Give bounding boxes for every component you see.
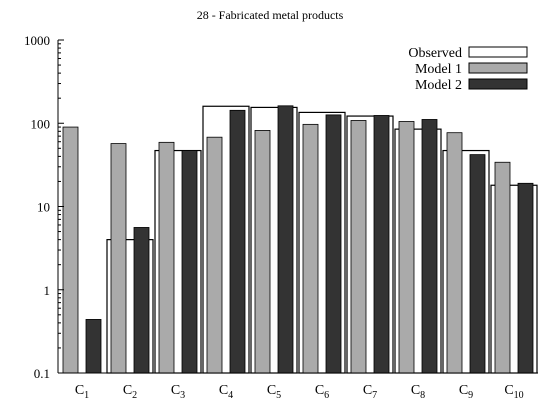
bar-model1-10 — [495, 162, 510, 373]
y-tick-label: 1 — [44, 283, 51, 298]
bar-model2-8 — [422, 119, 437, 373]
bar-model2-9 — [470, 155, 485, 373]
x-tick-label-9: C9 — [459, 383, 473, 401]
bar-model2-7 — [374, 115, 389, 373]
x-tick-label-10: C10 — [504, 383, 523, 401]
bar-model2-6 — [326, 115, 341, 373]
y-tick-label: 0.1 — [34, 366, 50, 381]
x-tick-label-3: C3 — [171, 383, 185, 401]
legend-label-2: Model 1 — [415, 62, 462, 77]
legend-label-3: Model 2 — [415, 78, 462, 93]
x-tick-label-5: C5 — [267, 383, 281, 401]
x-tick-label-6: C6 — [315, 383, 329, 401]
bar-model1-1 — [63, 127, 78, 373]
y-tick-label: 100 — [31, 116, 51, 131]
bar-model1-9 — [447, 133, 462, 373]
bar-model1-7 — [351, 120, 366, 373]
bar-model1-2 — [111, 144, 126, 373]
legend-label-1: Observed — [408, 46, 462, 61]
bar-model1-3 — [159, 142, 174, 373]
bar-model1-4 — [207, 137, 222, 373]
x-tick-label-4: C4 — [219, 383, 233, 401]
y-tick-label: 1000 — [24, 33, 50, 48]
bar-model1-6 — [303, 124, 318, 373]
x-tick-label-8: C8 — [411, 383, 425, 401]
bar-model1-8 — [399, 121, 414, 373]
bar-model2-5 — [278, 106, 293, 373]
bar-model2-1 — [86, 319, 101, 373]
bar-model2-3 — [182, 151, 197, 373]
bar-model1-5 — [255, 130, 270, 373]
x-tick-label-7: C7 — [363, 383, 377, 401]
chart-title: 28 - Fabricated metal products — [197, 8, 344, 22]
x-tick-label-1: C1 — [75, 383, 89, 401]
legend-swatch-2 — [469, 63, 527, 73]
bar-model2-4 — [230, 110, 245, 373]
bar-model2-10 — [518, 183, 533, 373]
legend-swatch-1 — [469, 47, 527, 57]
bar-model2-2 — [134, 227, 149, 373]
y-tick-label: 10 — [37, 200, 50, 215]
x-tick-label-2: C2 — [123, 383, 137, 401]
legend-swatch-3 — [469, 79, 527, 89]
bars-layer — [63, 106, 537, 373]
